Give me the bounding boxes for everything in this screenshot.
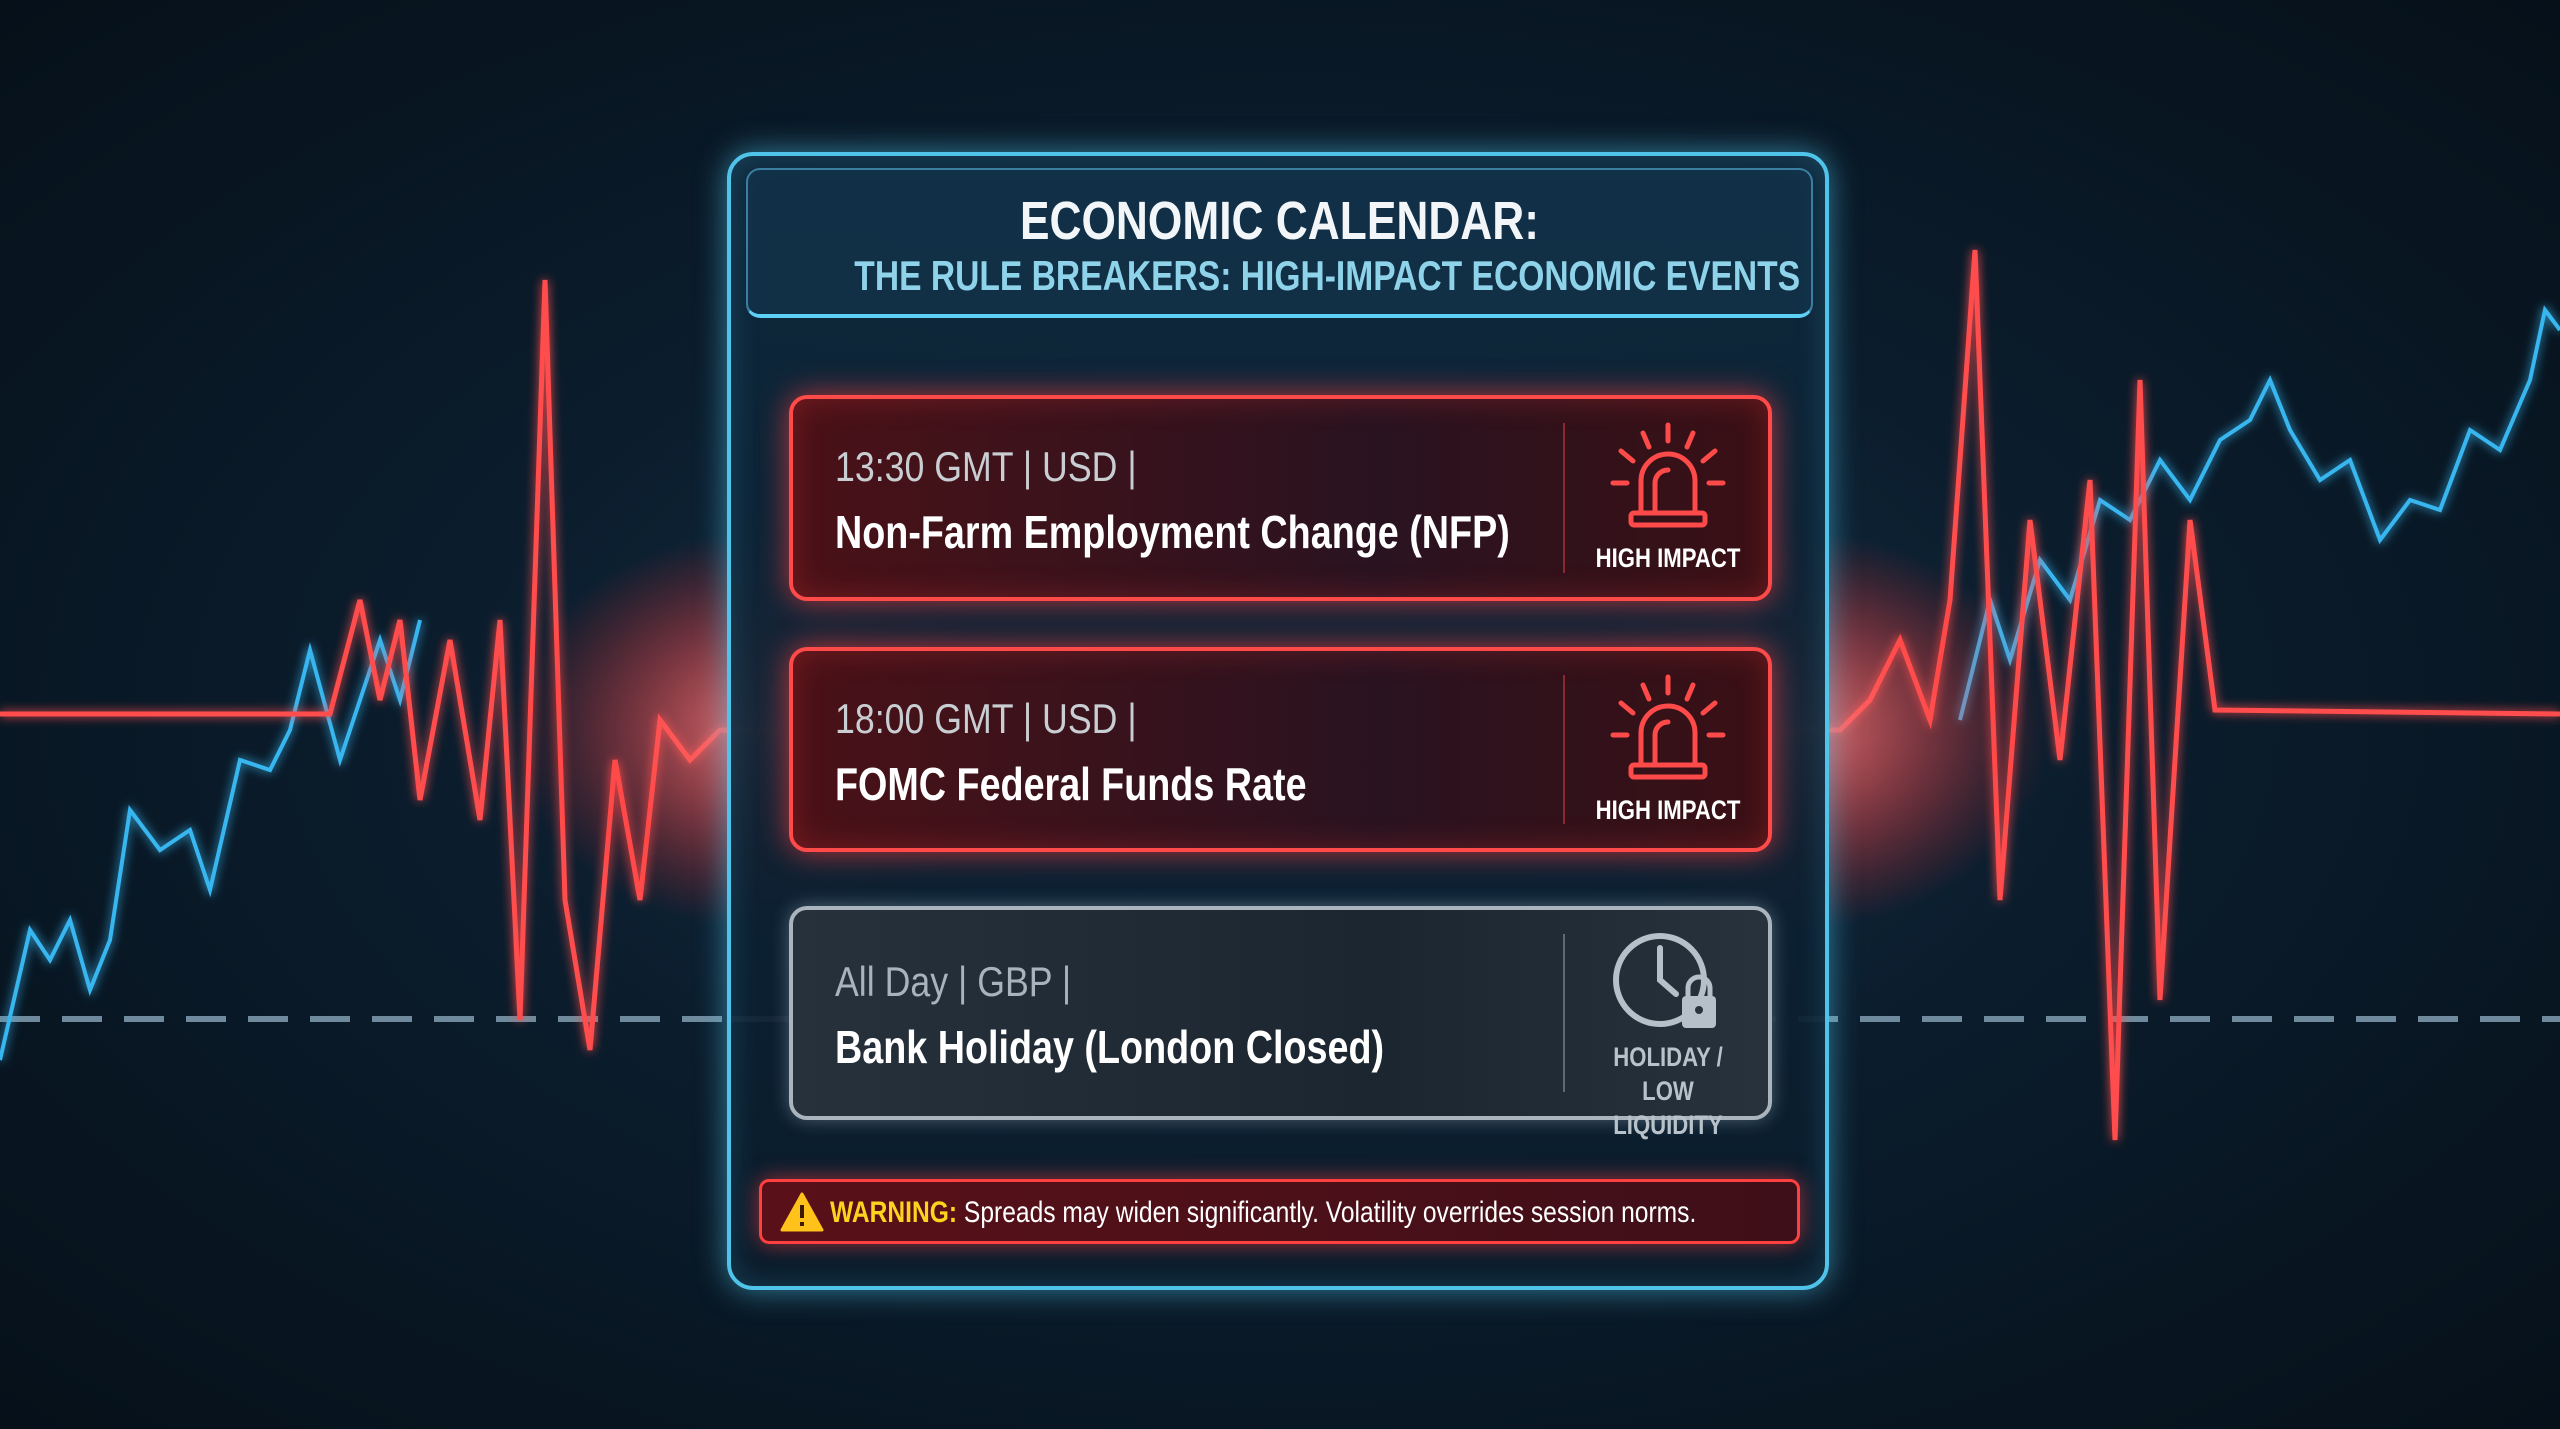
warning-text: WARNING: Spreads may widen significantly… — [830, 1196, 1696, 1230]
clock-lock-icon — [1613, 933, 1716, 1028]
badge-label: HIGH IMPACT — [1595, 543, 1741, 573]
siren-icon — [1610, 422, 1726, 528]
badge-label: HIGH IMPACT — [1595, 795, 1741, 825]
calendar-header: ECONOMIC CALENDAR: THE RULE BREAKERS: HI… — [746, 168, 1813, 318]
event-name: FOMC Federal Funds Rate — [835, 758, 1307, 810]
liquidity-badge: HOLIDAY / LOW LIQUIDITY — [1568, 910, 1768, 1140]
impact-badge: HIGH IMPACT — [1568, 399, 1768, 597]
warning-label: WARNING: — [830, 1196, 958, 1229]
card-divider — [1563, 675, 1565, 824]
impact-badge: HIGH IMPACT — [1568, 651, 1768, 848]
page-title: ECONOMIC CALENDAR: — [1019, 191, 1540, 251]
page-subtitle: THE RULE BREAKERS: HIGH-IMPACT ECONOMIC … — [854, 252, 1801, 299]
event-time-currency: 13:30 GMT | USD | — [835, 443, 1137, 490]
blue-price-line-right — [1958, 305, 2560, 721]
event-time-currency: 18:00 GMT | USD | — [835, 695, 1137, 742]
warning-message: Spreads may widen significantly. Volatil… — [957, 1196, 1697, 1229]
event-card-nfp[interactable]: 13:30 GMT | USD | Non-Farm Employment Ch… — [789, 395, 1772, 601]
blue-price-line-left — [0, 619, 422, 1061]
badge-label-line2: LOW LIQUIDITY — [1613, 1076, 1723, 1140]
event-card-fomc[interactable]: 18:00 GMT | USD | FOMC Federal Funds Rat… — [789, 647, 1772, 852]
event-name: Non-Farm Employment Change (NFP) — [835, 506, 1510, 558]
warning-banner: WARNING: Spreads may widen significantly… — [759, 1179, 1800, 1244]
event-name: Bank Holiday (London Closed) — [835, 1021, 1385, 1073]
event-card-bank-holiday[interactable]: All Day | GBP | Bank Holiday (London Clo… — [789, 906, 1772, 1140]
card-divider — [1563, 423, 1565, 573]
card-divider — [1563, 934, 1565, 1092]
siren-icon — [1610, 674, 1726, 780]
badge-label-line1: HOLIDAY / — [1613, 1042, 1723, 1072]
warning-triangle-icon — [780, 1192, 824, 1232]
event-time-currency: All Day | GBP | — [835, 958, 1072, 1005]
